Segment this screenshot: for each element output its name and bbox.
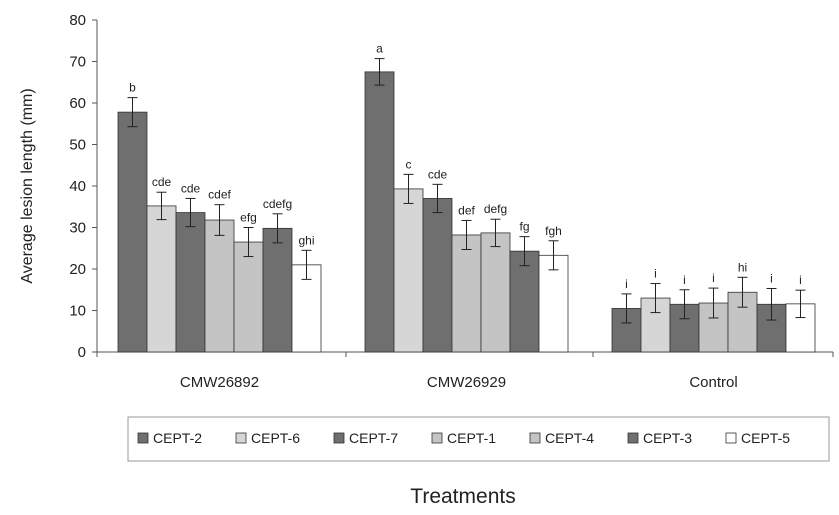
significance-letter: cde — [152, 175, 172, 189]
x-axis-label: Treatments — [410, 485, 515, 508]
significance-letter: i — [799, 273, 802, 287]
y-tick-label: 80 — [69, 12, 86, 29]
legend-swatch — [333, 432, 345, 444]
significance-letter: efg — [240, 211, 257, 225]
bar — [262, 227, 293, 353]
significance-letter: defg — [484, 202, 507, 216]
significance-letter: i — [654, 267, 657, 281]
significance-letter: a — [376, 42, 383, 56]
legend-label: CEPT-1 — [447, 430, 496, 446]
significance-letter: i — [625, 277, 628, 291]
legend-swatch — [529, 432, 541, 444]
legend-swatch — [137, 432, 149, 444]
significance-letter: cdefg — [263, 197, 292, 211]
bar — [538, 254, 569, 353]
y-tick-label: 50 — [69, 137, 86, 154]
significance-letter: hi — [738, 260, 747, 274]
legend-swatch — [627, 432, 639, 444]
y-tick-label: 40 — [69, 178, 86, 195]
significance-letter: cde — [181, 181, 201, 195]
bar — [175, 212, 206, 353]
significance-letter: i — [683, 273, 686, 287]
bar — [233, 241, 264, 353]
bar — [422, 198, 453, 353]
legend-label: CEPT-2 — [153, 430, 202, 446]
y-tick-label: 70 — [69, 54, 86, 71]
bar — [364, 71, 395, 353]
bar — [117, 111, 148, 353]
significance-letter: i — [712, 271, 715, 285]
bar — [291, 264, 322, 353]
x-category-label: CMW26929 — [427, 374, 506, 391]
significance-letter: fgh — [545, 224, 562, 238]
bar — [146, 205, 177, 353]
y-tick-label: 60 — [69, 95, 86, 112]
bar — [393, 188, 424, 353]
y-tick-label: 20 — [69, 261, 86, 278]
legend-label: CEPT-4 — [545, 430, 594, 446]
legend-swatch — [431, 432, 443, 444]
significance-letter: fg — [519, 220, 529, 234]
legend-label: CEPT-6 — [251, 430, 300, 446]
y-tick-label: 10 — [69, 303, 86, 320]
legend-swatch — [235, 432, 247, 444]
significance-letter: cde — [428, 167, 448, 181]
bar — [204, 219, 235, 353]
significance-letter: c — [406, 157, 412, 171]
y-tick-label: 30 — [69, 220, 86, 237]
legend-label: CEPT-3 — [643, 430, 692, 446]
legend-label: CEPT-5 — [741, 430, 790, 446]
bar — [509, 250, 540, 353]
y-axis-label: Average lesion length (mm) — [19, 88, 36, 283]
significance-letter: i — [770, 272, 773, 286]
legend-swatch — [725, 432, 737, 444]
legend-label: CEPT-7 — [349, 430, 398, 446]
x-category-label: CMW26892 — [180, 374, 259, 391]
significance-letter: def — [458, 203, 475, 217]
significance-letter: b — [129, 81, 136, 95]
x-category-label: Control — [689, 374, 737, 391]
significance-letter: ghi — [298, 233, 314, 247]
y-tick-label: 0 — [78, 344, 86, 361]
bar — [451, 234, 482, 353]
significance-letter: cdef — [208, 188, 231, 202]
bar — [480, 232, 511, 353]
